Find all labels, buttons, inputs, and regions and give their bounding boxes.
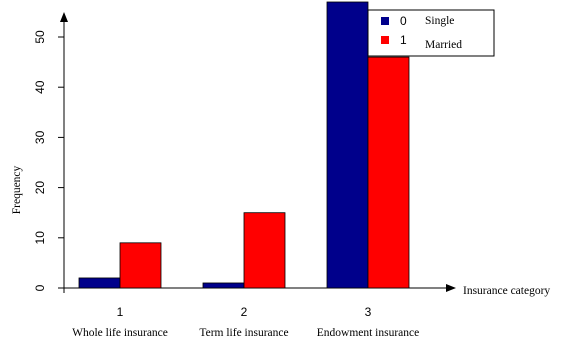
bar-single-1 [78, 277, 121, 289]
legend-swatch-single [381, 17, 389, 25]
legend-label-married: Married [425, 39, 462, 51]
legend-label-single: Single [425, 15, 454, 27]
y-tick-label: 30 [33, 130, 47, 144]
y-tick-label: 20 [33, 181, 47, 195]
x-category-name: Term life insurance [199, 327, 288, 339]
y-tick-label: 40 [33, 80, 47, 94]
x-axis-label: Insurance category [463, 285, 550, 297]
x-ticks: 1 Whole life insurance 2 Term life insuranc… [72, 305, 419, 339]
legend: 0 Single 1 Married [367, 9, 495, 57]
y-tick-label: 10 [33, 231, 47, 245]
x-tick-label: 1 [117, 305, 124, 319]
bars [78, 1, 410, 289]
bar-married-3 [367, 56, 410, 289]
x-axis-arrow [446, 284, 456, 292]
legend-code-single: 0 [400, 14, 407, 28]
legend-swatch-married [381, 36, 389, 44]
x-category-name: Whole life insurance [72, 327, 168, 339]
y-tick-label: 0 [33, 284, 47, 291]
x-tick-label: 3 [365, 305, 372, 319]
x-category-name: Endowment insurance [317, 327, 420, 339]
y-tick-label: 50 [33, 30, 47, 44]
y-ticks: 0 10 20 30 40 50 [33, 30, 64, 291]
y-axis-label: Frequency [11, 165, 23, 214]
bar-single-3 [326, 1, 369, 289]
y-axis-arrow [60, 12, 68, 22]
bar-married-1 [119, 242, 162, 289]
bar-married-2 [243, 212, 286, 289]
x-tick-label: 2 [241, 305, 248, 319]
legend-code-married: 1 [400, 33, 407, 47]
bar-single-2 [202, 282, 245, 289]
